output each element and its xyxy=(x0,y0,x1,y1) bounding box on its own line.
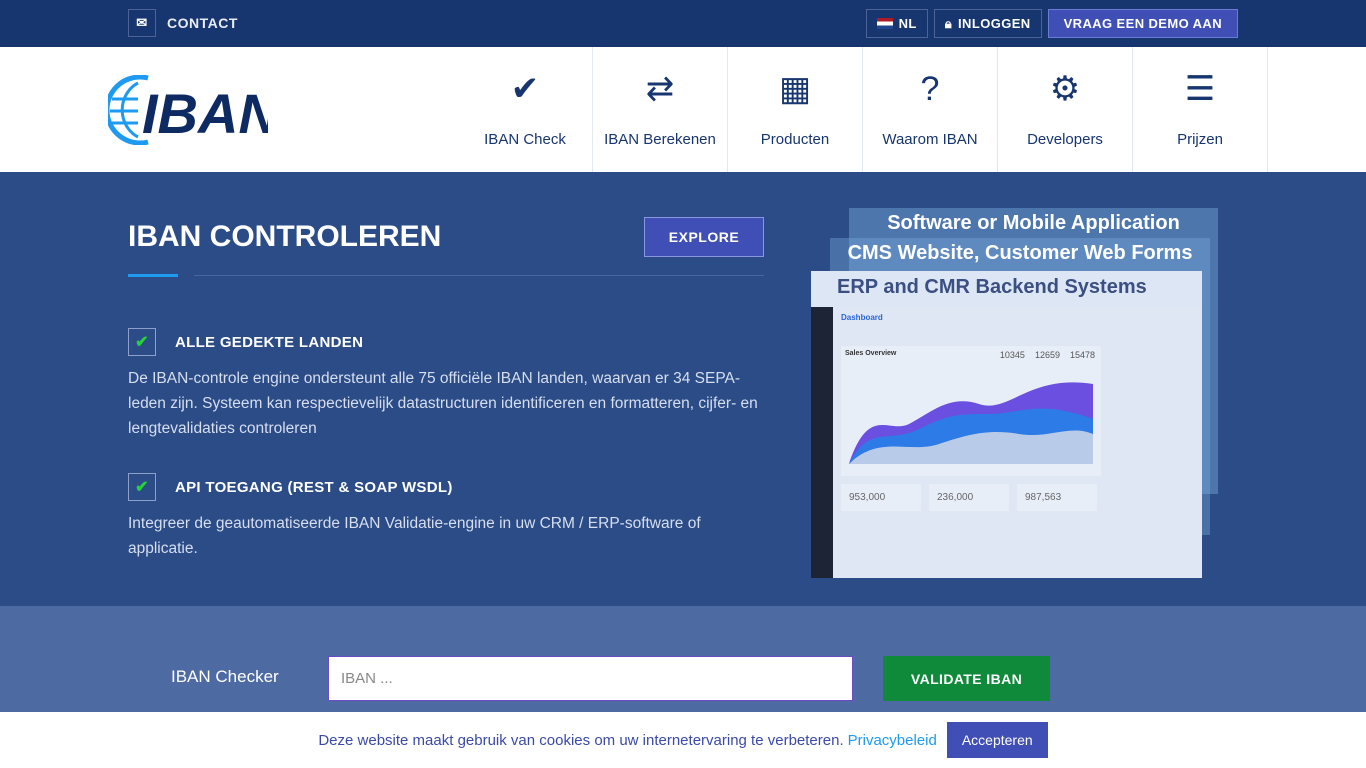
check-icon: ✔ xyxy=(128,473,156,501)
nav-label: Waarom IBAN xyxy=(882,131,978,148)
question-icon: ? xyxy=(920,69,940,108)
stat: 12659 xyxy=(1034,350,1060,360)
contact-label: CONTACT xyxy=(167,15,238,31)
feature-text: Integreer de geautomatiseerde IBAN Valid… xyxy=(128,515,701,557)
total: 236,000 xyxy=(929,484,1009,511)
server-icon: ☰ xyxy=(1184,70,1216,108)
divider xyxy=(194,275,764,276)
validate-button[interactable]: VALIDATE IBAN xyxy=(883,656,1050,701)
login-label: INLOGGEN xyxy=(958,16,1031,31)
cookie-text: Deze website maakt gebruik van cookies o… xyxy=(318,731,844,749)
feature-title: ALLE GEDEKTE LANDEN xyxy=(175,333,364,351)
contact-link[interactable]: ✉ CONTACT xyxy=(128,9,238,37)
top-bar: ✉ CONTACT NL 🔒︎ INLOGGEN VRAAG EEN DEMO AA… xyxy=(0,0,1366,47)
checker-label: IBAN Checker xyxy=(171,667,279,686)
nav-label: IBAN Berekenen xyxy=(604,131,716,148)
language-label: NL xyxy=(898,16,917,31)
nav-label: Prijzen xyxy=(1177,131,1223,148)
stat: 15478 xyxy=(1069,350,1095,360)
iban-checker: IBAN Checker VALIDATE IBAN xyxy=(0,606,1366,712)
nav-label: IBAN Check xyxy=(484,131,566,148)
nav-item-waarom-iban[interactable]: ? Waarom IBAN xyxy=(863,47,998,172)
stat: 10345 xyxy=(999,350,1025,360)
explore-button[interactable]: EXPLORE xyxy=(644,217,764,257)
total: 953,000 xyxy=(841,484,921,511)
cookie-banner: Deze website maakt gebruik van cookies o… xyxy=(0,712,1366,768)
feature-countries: ✔ ALLE GEDEKTE LANDEN De IBAN-controle en… xyxy=(128,328,768,441)
nav-label: Developers xyxy=(1027,131,1103,148)
feature-api: ✔ API TOEGANG (REST & SOAP WSDL) Integree… xyxy=(128,473,768,561)
iban-input[interactable] xyxy=(328,656,853,701)
layer-erp: ERP and CMR Backend Systems xyxy=(811,271,1202,307)
check-icon: ✔ xyxy=(128,328,156,356)
nav-item-producten[interactable]: ▦ Producten xyxy=(728,47,863,172)
lock-icon: 🔒︎ xyxy=(944,15,953,31)
dashboard-preview: Dashboard Sales Overview 10345 12659 15478… xyxy=(811,307,1202,578)
title-underline xyxy=(128,274,178,277)
hero-section: IBAN CONTROLEREN EXPLORE ✔ ALLE GEDEKTE L… xyxy=(0,172,1366,606)
nav-label: Producten xyxy=(760,131,830,148)
demo-button[interactable]: VRAAG EEN DEMO AAN xyxy=(1047,9,1238,38)
login-button[interactable]: 🔒︎ INLOGGEN xyxy=(933,9,1042,38)
flag-nl-icon xyxy=(876,18,893,29)
gears-icon: ⚙ xyxy=(1049,70,1081,108)
nav-item-iban-check[interactable]: ✔ IBAN Check xyxy=(458,47,593,172)
sales-label: Sales Overview xyxy=(845,350,897,357)
hero-title: IBAN CONTROLEREN xyxy=(128,220,442,253)
feature-title: API TOEGANG (REST & SOAP WSDL) xyxy=(175,478,453,496)
grid-icon: ▦ xyxy=(778,70,812,108)
svg-text:IBAN: IBAN xyxy=(142,82,268,145)
integration-image: Software or Mobile Application CMS Websi… xyxy=(811,208,1219,580)
accept-button[interactable]: Accepteren xyxy=(946,722,1048,758)
language-button[interactable]: NL xyxy=(865,9,928,38)
feature-text: De IBAN-controle engine ondersteunt alle… xyxy=(128,370,758,437)
iban-logo[interactable]: IBAN xyxy=(108,75,268,145)
nav-item-prijzen[interactable]: ☰ Prijzen xyxy=(1133,47,1268,172)
envelope-icon: ✉ xyxy=(128,9,156,37)
arrows-icon: ⇄ xyxy=(645,70,675,108)
main-nav: IBAN ✔ IBAN Check ⇄ IBAN Berekenen ▦ Producte… xyxy=(0,47,1366,172)
check-icon: ✔ xyxy=(510,70,540,108)
dashboard-label: Dashboard xyxy=(841,313,883,322)
nav-item-developers[interactable]: ⚙ Developers xyxy=(998,47,1133,172)
nav-item-iban-berekenen[interactable]: ⇄ IBAN Berekenen xyxy=(593,47,728,172)
privacy-link[interactable]: Privacybeleid xyxy=(847,731,937,749)
total: 987,563 xyxy=(1017,484,1097,511)
